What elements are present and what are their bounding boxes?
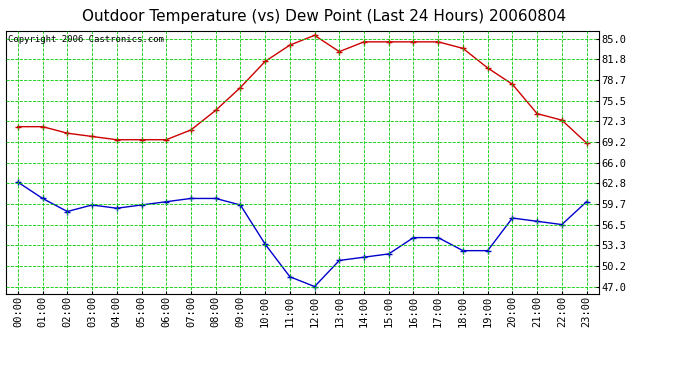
Text: Outdoor Temperature (vs) Dew Point (Last 24 Hours) 20060804: Outdoor Temperature (vs) Dew Point (Last… — [82, 9, 566, 24]
Text: Copyright 2006 Castronics.com: Copyright 2006 Castronics.com — [8, 35, 164, 44]
